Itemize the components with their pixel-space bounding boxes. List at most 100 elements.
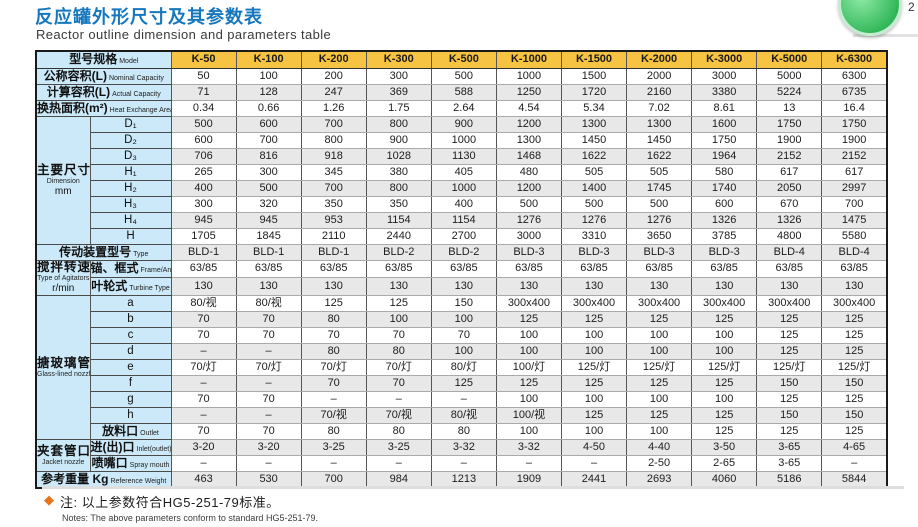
table-cell: 900: [365, 132, 432, 149]
table-cell: 350: [365, 196, 432, 213]
table-cell: 130: [691, 277, 758, 296]
table-cell: –: [235, 342, 302, 360]
table-cell: 130: [300, 277, 367, 296]
label-text: 主要尺寸: [37, 162, 90, 177]
row-sublabel: H₃: [89, 196, 172, 213]
table-cell: 125: [821, 342, 888, 360]
table-cell: 1000: [430, 180, 497, 197]
row-label: 计算容积(L) Actual Capacity: [35, 84, 172, 101]
table-cell: 3-25: [300, 438, 367, 456]
table-cell: 100: [495, 422, 562, 440]
table-cell: 1450: [626, 132, 693, 149]
table-cell: –: [495, 454, 562, 472]
table-cell: 200: [300, 68, 367, 85]
download-arrow-icon[interactable]: ↓: [893, 0, 900, 15]
table-cell: 2050: [756, 180, 823, 197]
table-cell: 125/灯: [626, 358, 693, 376]
table-cell: 100: [691, 326, 758, 344]
label-text: Model: [119, 58, 139, 66]
row-sublabel: H₂: [89, 180, 172, 197]
table-cell: 70: [235, 422, 302, 440]
table-cell: –: [170, 374, 237, 392]
label-text: D₁: [124, 118, 137, 131]
page-subtitle: Reactor outline dimension and parameters…: [36, 27, 332, 42]
label-text: Nominal Capacity: [108, 74, 164, 82]
table-cell: 700: [300, 116, 367, 133]
row-sublabel: D₂: [89, 132, 172, 149]
table-cell: 125: [626, 406, 693, 424]
table-cell: 3-20: [235, 438, 302, 456]
label-text: 搪玻璃管口: [37, 355, 90, 370]
table-cell: 3-50: [691, 438, 758, 456]
table-cell: 71: [170, 84, 237, 101]
table-cell: 580: [691, 164, 758, 181]
table-cell: 3380: [691, 84, 758, 101]
table-cell: BLD-3: [560, 244, 628, 261]
parameters-table: 型号规格 Model K-50 K-100 K-200 K-300 K-500 K-1000 K…: [35, 50, 888, 489]
table-cell: 130: [430, 277, 497, 296]
table-cell: 100: [626, 422, 693, 440]
label-text: d: [127, 345, 134, 358]
table-cell: 150: [430, 294, 497, 312]
label-text: H₂: [124, 182, 137, 195]
table-cell: 1909: [495, 470, 562, 489]
table-cell: 3-65: [756, 438, 823, 456]
table-cell: 1200: [495, 116, 562, 133]
table-cell: 1750: [691, 132, 758, 149]
table-cell: 63/85: [300, 259, 367, 279]
table-cell: 300: [235, 164, 302, 181]
table-cell: 953: [300, 212, 367, 229]
table-cell: 125: [626, 310, 693, 328]
group-label: 夹套管口 Jacket nozzle: [35, 438, 91, 472]
table-cell: 945: [235, 212, 302, 229]
table-cell: 100: [495, 342, 562, 360]
table-cell: 300x400: [821, 294, 888, 312]
row-sublabel: e: [89, 358, 172, 376]
label-text: e: [127, 361, 134, 374]
table-cell: 70/视: [300, 406, 367, 424]
model-header: K-5000: [756, 50, 823, 69]
table-cell: 80: [300, 422, 367, 440]
table-cell: –: [560, 454, 628, 472]
table-cell: 1154: [365, 212, 432, 229]
table-cell: BLD-1: [170, 244, 237, 261]
toolbar-edge: [853, 34, 918, 37]
row-sublabel: D₃: [89, 148, 172, 165]
row-label: 换热面积(m²) Heat Exchange Area: [35, 100, 172, 117]
label-text: D₃: [124, 150, 137, 163]
table-cell: 670: [756, 196, 823, 213]
table-cell: 150: [756, 406, 823, 424]
table-cell: 2441: [560, 470, 628, 489]
table-cell: 125: [691, 374, 758, 392]
table-cell: 125: [430, 374, 497, 392]
table-cell: 816: [235, 148, 302, 165]
label-text: Frame/Anchor Type: [140, 267, 171, 275]
table-cell: 800: [300, 132, 367, 149]
table-cell: 300x400: [691, 294, 758, 312]
table-cell: –: [365, 390, 432, 408]
table-cell: 1300: [495, 132, 562, 149]
table-cell: 1622: [560, 148, 628, 165]
table-cell: 125: [560, 310, 628, 328]
table-cell: 500: [430, 68, 497, 85]
label-text: g: [127, 393, 134, 406]
row-sublabel: f: [89, 374, 172, 392]
table-cell: 300x400: [626, 294, 693, 312]
table-cell: 1622: [626, 148, 693, 165]
label-text: Heat Exchange Area: [109, 106, 171, 114]
table-cell: 380: [365, 164, 432, 181]
table-cell: 63/85: [821, 259, 888, 279]
table-cell: 900: [430, 116, 497, 133]
table-cell: 1250: [495, 84, 562, 101]
table-cell: 150: [821, 406, 888, 424]
table-cell: 1475: [821, 212, 888, 229]
table-cell: 70/灯: [170, 358, 237, 376]
table-cell: 100: [560, 326, 628, 344]
table-cell: 100: [365, 310, 432, 328]
row-sublabel: H₄: [89, 212, 172, 229]
table-cell: 1750: [821, 116, 888, 133]
label-text: h: [127, 409, 134, 422]
row-label: 参考重量 Kg Reference Weight: [35, 470, 172, 489]
table-cell: 500: [235, 180, 302, 197]
